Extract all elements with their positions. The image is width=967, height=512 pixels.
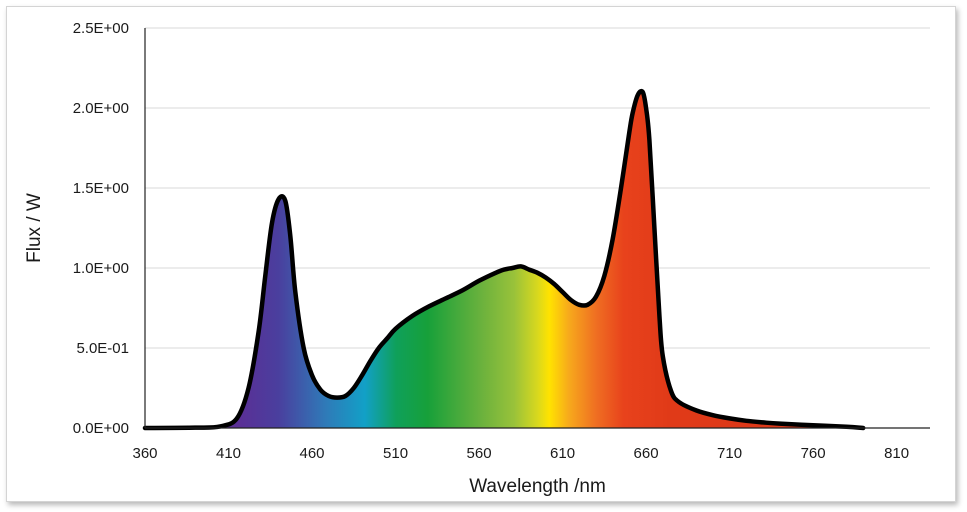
x-tick-labels: 360 410 460 510 560 610 660 710 760 810 (132, 445, 909, 462)
y-tick-label: 5.0E-01 (76, 340, 129, 357)
y-tick-labels: 0.0E+00 5.0E-01 1.0E+00 1.5E+00 2.0E+00 2.5E+… (73, 20, 129, 437)
x-tick-label: 760 (801, 445, 826, 462)
x-tick-label: 510 (383, 445, 408, 462)
y-axis-title: Flux / W (24, 193, 45, 263)
flux-curve (142, 88, 866, 431)
x-tick-label: 360 (132, 445, 157, 462)
x-tick-label: 810 (884, 445, 909, 462)
x-tick-label: 560 (467, 445, 492, 462)
y-tick-label: 2.5E+00 (73, 20, 129, 37)
y-tick-label: 1.5E+00 (73, 180, 129, 197)
y-tick-label: 1.0E+00 (73, 260, 129, 277)
x-tick-label: 610 (550, 445, 575, 462)
x-axis-title: Wavelength /nm (469, 476, 606, 497)
x-tick-label: 410 (216, 445, 241, 462)
x-tick-label: 460 (300, 445, 325, 462)
x-tick-label: 660 (634, 445, 659, 462)
x-tick-label: 710 (717, 445, 742, 462)
spectrum-area (145, 91, 864, 429)
y-tick-label: 2.0E+00 (73, 100, 129, 117)
y-tick-label: 0.0E+00 (73, 420, 129, 437)
